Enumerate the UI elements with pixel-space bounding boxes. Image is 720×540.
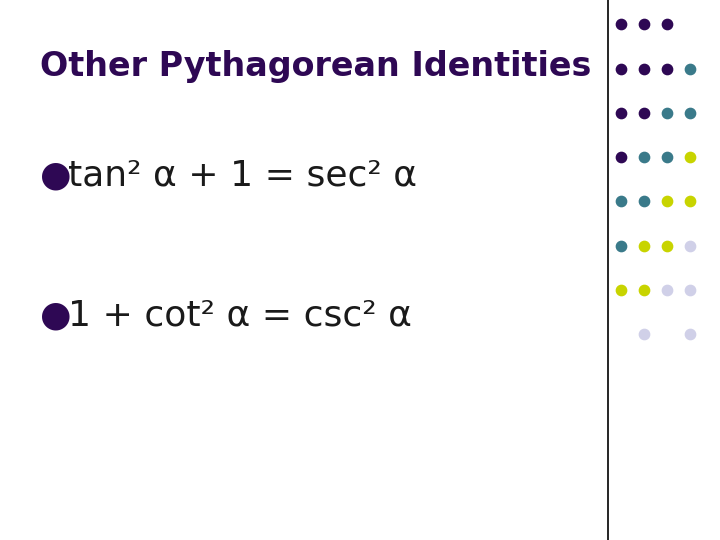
- Point: [615, 64, 626, 73]
- Point: [615, 241, 626, 250]
- Point: [684, 330, 696, 339]
- Point: [684, 241, 696, 250]
- Point: [684, 109, 696, 117]
- Point: [684, 64, 696, 73]
- Point: [661, 197, 672, 206]
- Point: [661, 286, 672, 294]
- Point: [615, 153, 626, 161]
- Point: [615, 109, 626, 117]
- Point: [638, 109, 649, 117]
- Point: [684, 153, 696, 161]
- Point: [661, 241, 672, 250]
- Text: tan² α + 1 = sec² α: tan² α + 1 = sec² α: [68, 158, 417, 192]
- Text: ●: ●: [40, 298, 71, 332]
- Point: [638, 286, 649, 294]
- Point: [638, 330, 649, 339]
- Point: [684, 197, 696, 206]
- Text: 1 + cot² α = csc² α: 1 + cot² α = csc² α: [68, 298, 412, 332]
- Point: [638, 153, 649, 161]
- Point: [661, 64, 672, 73]
- Point: [684, 286, 696, 294]
- Text: ●: ●: [40, 158, 71, 192]
- Point: [615, 197, 626, 206]
- Point: [638, 64, 649, 73]
- Point: [615, 286, 626, 294]
- Point: [615, 20, 626, 29]
- Point: [661, 153, 672, 161]
- Point: [638, 20, 649, 29]
- Point: [661, 109, 672, 117]
- Point: [638, 241, 649, 250]
- Point: [661, 20, 672, 29]
- Text: Other Pythagorean Identities: Other Pythagorean Identities: [40, 50, 591, 83]
- Point: [638, 197, 649, 206]
